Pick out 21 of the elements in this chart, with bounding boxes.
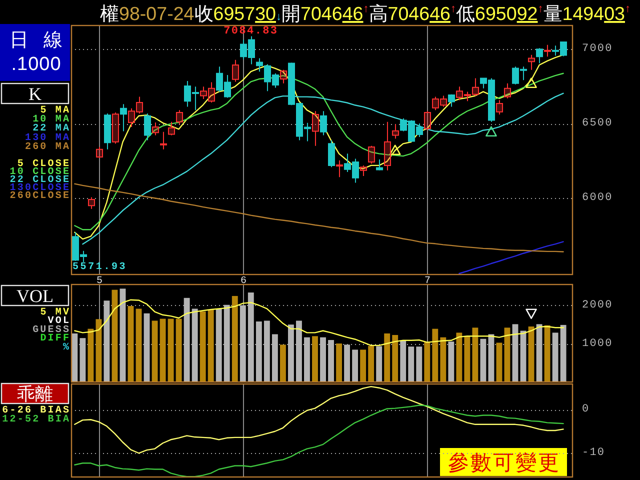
annotation: 參數可變更	[448, 452, 561, 474]
annotation: 7084.83	[224, 26, 278, 38]
y-tick-label: 6500	[582, 118, 613, 130]
chart-title: VOL	[16, 286, 54, 306]
chart-title: 乖離	[17, 384, 53, 404]
text: .1000	[11, 54, 62, 75]
x-tick-label: 7	[424, 276, 431, 287]
text: 日 線	[9, 30, 68, 51]
chart-title: 權98-07-24收695730↓開704646$^{↑}$高704646$^{↑}$低695092$^{↑}$量149403$^{↑}$	[100, 3, 630, 24]
y-tick-label: 0	[582, 404, 590, 416]
y-tick-label: 1000	[582, 338, 613, 350]
text: %	[62, 342, 71, 354]
x-tick-label: 6	[240, 276, 247, 287]
y-tick-label: 6000	[582, 192, 613, 204]
y-tick-label: 2000	[582, 299, 613, 312]
text: 260 MA	[24, 142, 71, 153]
y-tick-label: -10	[582, 447, 606, 460]
x-tick-label: 5	[96, 276, 103, 287]
text: K	[28, 84, 42, 104]
text: 12-52 BIA	[2, 414, 71, 426]
y-tick-label: 7000	[582, 42, 613, 55]
